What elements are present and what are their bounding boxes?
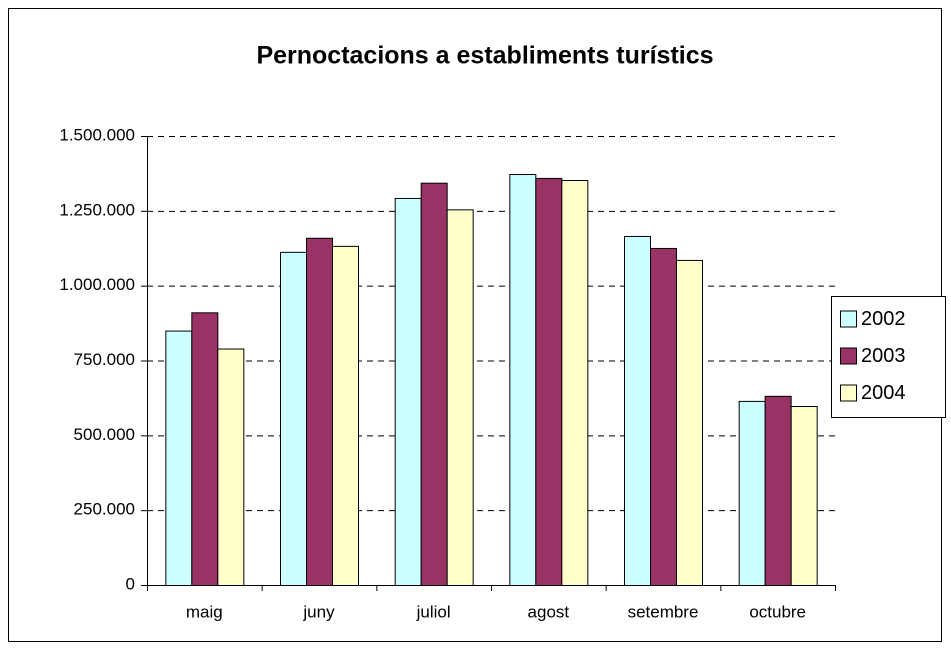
y-tick-label: 500.000 bbox=[74, 425, 135, 444]
bar bbox=[624, 235, 651, 587]
bar bbox=[650, 247, 677, 587]
bar bbox=[764, 395, 792, 586]
bar bbox=[165, 330, 193, 587]
x-tick-label: juny bbox=[302, 602, 335, 621]
legend-label: 2004 bbox=[861, 382, 906, 404]
bar bbox=[306, 237, 333, 586]
x-tick-label: agost bbox=[528, 602, 570, 621]
bar bbox=[535, 177, 563, 586]
bar bbox=[191, 312, 219, 586]
legend-swatch bbox=[840, 347, 857, 365]
legend-swatch bbox=[840, 310, 857, 328]
x-tick-label: maig bbox=[186, 602, 223, 621]
bar bbox=[509, 174, 537, 587]
bar bbox=[790, 405, 818, 586]
bar bbox=[446, 209, 474, 586]
legend-swatch bbox=[840, 384, 857, 402]
x-tick-label: juliol bbox=[416, 602, 451, 621]
x-tick-label: setembre bbox=[628, 602, 699, 621]
legend-label: 2003 bbox=[861, 345, 906, 367]
y-tick-label: 1.250.000 bbox=[59, 200, 135, 219]
y-tick-label: 0 bbox=[126, 574, 135, 593]
y-tick-label: 1.500.000 bbox=[59, 125, 135, 144]
bar bbox=[394, 197, 422, 586]
bar bbox=[738, 400, 766, 586]
bar bbox=[676, 259, 703, 586]
y-tick-label: 750.000 bbox=[74, 350, 135, 369]
chart-title: Pernoctacions a establiments turístics bbox=[256, 42, 713, 70]
bar bbox=[280, 251, 307, 586]
bar bbox=[561, 180, 589, 586]
y-tick-label: 250.000 bbox=[74, 500, 135, 519]
legend-label: 2002 bbox=[861, 308, 906, 330]
y-tick-label: 1.000.000 bbox=[59, 275, 135, 294]
bar bbox=[332, 245, 359, 586]
bar bbox=[217, 348, 245, 586]
bar bbox=[420, 182, 448, 586]
x-tick-label: octubre bbox=[749, 602, 806, 621]
